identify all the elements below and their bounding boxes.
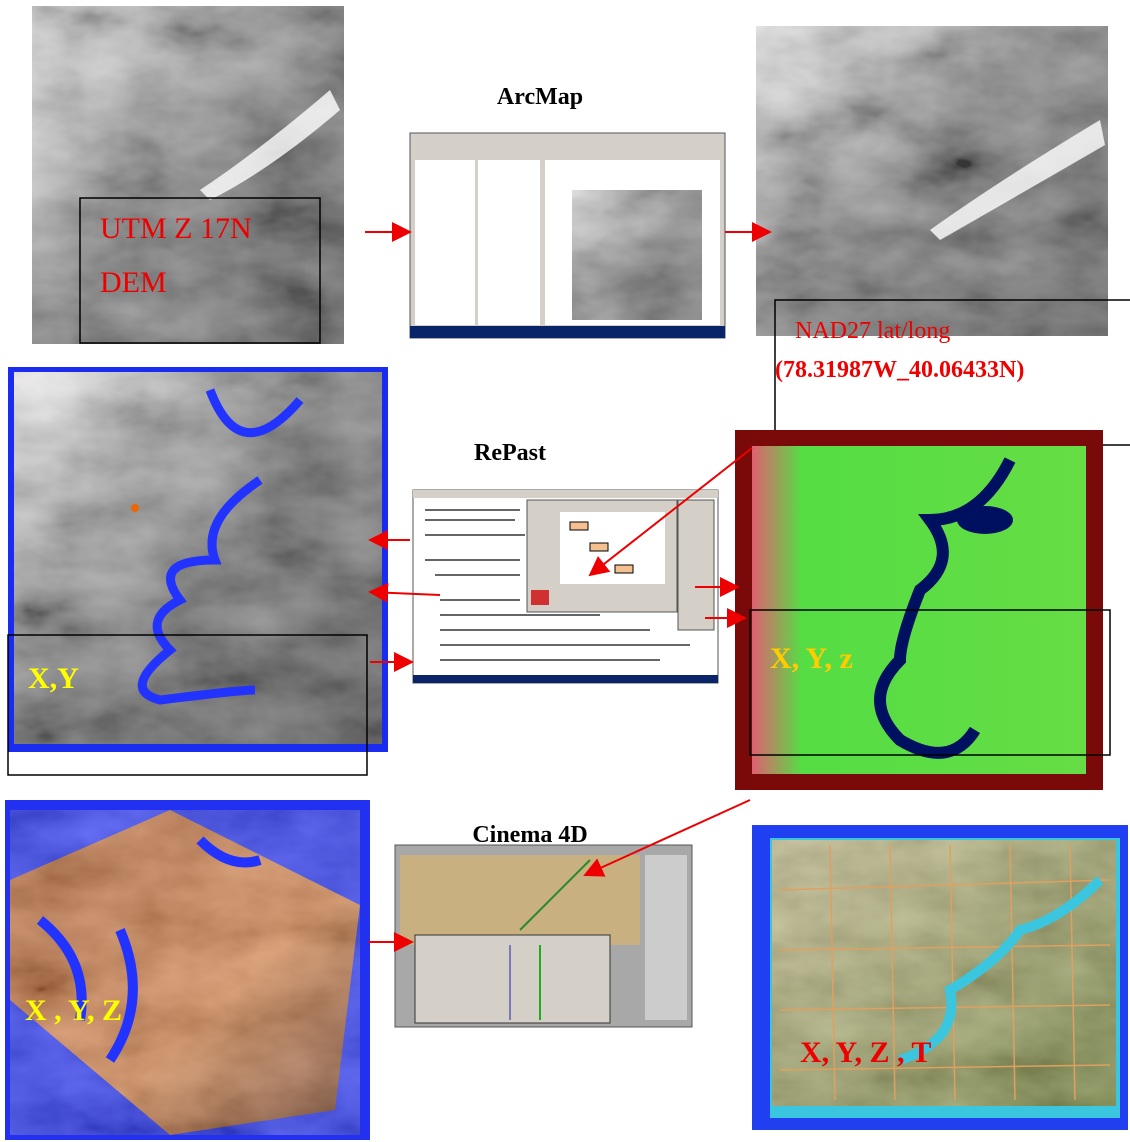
arrows (365, 222, 772, 952)
map-2d: X,Y (7, 367, 388, 776)
xyzt-label: X, Y, Z , T (800, 1036, 931, 1069)
map-3d: X , Y, Z (5, 800, 370, 1140)
projected-dem: NAD27 lat/long (78.31987W_40.06433N) (756, 26, 1130, 446)
xyz-3d-label: X , Y, Z (25, 994, 122, 1027)
xyz-label: X, Y, z (770, 642, 853, 675)
cinema4d-screenshot (394, 844, 693, 1028)
dem-label: DEM (100, 266, 167, 299)
coords-label: (78.31987W_40.06433N) (775, 357, 1024, 383)
repast-title: RePast (474, 440, 546, 466)
cinema4d-title: Cinema 4D (472, 822, 587, 848)
map-final: X, Y, Z , T (752, 825, 1128, 1130)
repast-screenshot (412, 489, 719, 684)
datum-label: NAD27 lat/long (795, 318, 950, 344)
arcmap-title: ArcMap (497, 84, 583, 110)
arcmap-screenshot (409, 132, 726, 339)
projection-label: UTM Z 17N (100, 212, 252, 245)
xy-label: X,Y (28, 662, 79, 695)
map-green: X, Y, z (735, 430, 1111, 790)
source-dem: UTM Z 17N DEM (32, 6, 344, 344)
